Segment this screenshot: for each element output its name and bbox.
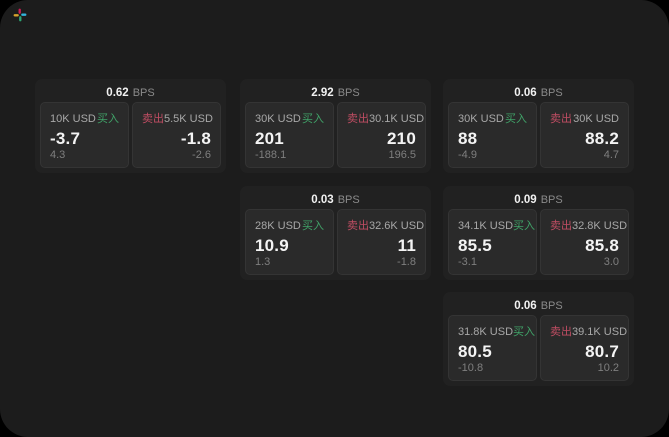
sell-panel[interactable]: 卖出 32.8K USD 85.8 3.0 bbox=[540, 209, 629, 275]
buy-panel[interactable]: 34.1K USD 买入 85.5 -3.1 bbox=[448, 209, 537, 275]
buy-price: 80.5 bbox=[458, 341, 492, 361]
sell-change: -2.6 bbox=[192, 149, 211, 161]
buy-size: 30K USD bbox=[458, 113, 504, 125]
bps-value: 2.92 bbox=[311, 87, 334, 99]
sell-label: 卖出 bbox=[550, 113, 572, 125]
buy-change: -188.1 bbox=[255, 149, 287, 161]
buy-panel[interactable]: 28K USD 买入 10.9 1.3 bbox=[245, 209, 334, 275]
quote-card: 0.06 BPS 30K USD 买入 88 -4.9 卖出 30K USD 88… bbox=[443, 79, 634, 173]
sell-panel[interactable]: 卖出 32.6K USD 11 -1.8 bbox=[337, 209, 426, 275]
sell-change: -1.8 bbox=[397, 256, 416, 268]
buy-panel[interactable]: 30K USD 买入 201 -188.1 bbox=[245, 102, 334, 168]
quote-card: 2.92 BPS 30K USD 买入 201 -188.1 卖出 30.1K U… bbox=[240, 79, 431, 173]
buy-price: 85.5 bbox=[458, 235, 492, 255]
sell-change: 10.2 bbox=[597, 362, 619, 374]
buy-size: 28K USD bbox=[255, 220, 301, 232]
sell-size: 32.8K USD bbox=[572, 220, 628, 232]
buy-label: 买入 bbox=[302, 220, 324, 232]
buy-label: 买入 bbox=[505, 113, 527, 125]
sell-price: 85.8 bbox=[585, 235, 619, 255]
sell-change: 4.7 bbox=[603, 149, 619, 161]
bps-header: 0.09 BPS bbox=[448, 189, 629, 209]
buy-label: 买入 bbox=[97, 113, 119, 125]
sell-label: 卖出 bbox=[142, 113, 164, 125]
bps-value: 0.62 bbox=[106, 87, 129, 99]
bps-unit-label: BPS bbox=[337, 194, 360, 206]
buy-label: 买入 bbox=[513, 220, 536, 232]
bps-value: 0.09 bbox=[514, 194, 537, 206]
buy-change: -4.9 bbox=[458, 149, 477, 161]
quote-card: 0.09 BPS 34.1K USD 买入 85.5 -3.1 卖出 32.8K … bbox=[443, 186, 634, 280]
buy-panel[interactable]: 31.8K USD 买入 80.5 -10.8 bbox=[448, 315, 537, 381]
bps-value: 0.06 bbox=[514, 300, 537, 312]
sell-size: 30.1K USD bbox=[369, 113, 425, 125]
buy-label: 买入 bbox=[302, 113, 324, 125]
buy-size: 30K USD bbox=[255, 113, 301, 125]
buy-change: -10.8 bbox=[458, 362, 484, 374]
bps-header: 0.06 BPS bbox=[448, 295, 629, 315]
sell-panel[interactable]: 卖出 39.1K USD 80.7 10.2 bbox=[540, 315, 629, 381]
quote-card: 0.62 BPS 10K USD 买入 -3.7 4.3 卖出 5.5K USD … bbox=[35, 79, 226, 173]
buy-change: 4.3 bbox=[50, 149, 66, 161]
bps-unit-label: BPS bbox=[540, 87, 563, 99]
sell-price: 80.7 bbox=[585, 341, 619, 361]
sell-size: 5.5K USD bbox=[164, 113, 213, 125]
bps-unit-label: BPS bbox=[540, 300, 563, 312]
sell-price: 11 bbox=[397, 235, 416, 255]
bps-unit-label: BPS bbox=[132, 87, 155, 99]
bps-header: 0.06 BPS bbox=[448, 82, 629, 102]
sell-label: 卖出 bbox=[347, 220, 369, 232]
bps-header: 2.92 BPS bbox=[245, 82, 426, 102]
buy-change: -3.1 bbox=[458, 256, 477, 268]
sell-price: 88.2 bbox=[585, 128, 619, 148]
sell-label: 卖出 bbox=[550, 326, 572, 338]
sell-size: 30K USD bbox=[573, 113, 619, 125]
bps-unit-label: BPS bbox=[337, 87, 360, 99]
bps-value: 0.03 bbox=[311, 194, 334, 206]
sell-change: 196.5 bbox=[388, 149, 416, 161]
sell-label: 卖出 bbox=[550, 220, 572, 232]
bps-unit-label: BPS bbox=[540, 194, 563, 206]
sell-panel[interactable]: 卖出 5.5K USD -1.8 -2.6 bbox=[132, 102, 221, 168]
sell-size: 32.6K USD bbox=[369, 220, 425, 232]
sell-label: 卖出 bbox=[347, 113, 369, 125]
app-icon bbox=[13, 8, 27, 22]
sell-price: -1.8 bbox=[180, 128, 211, 148]
sell-panel[interactable]: 卖出 30K USD 88.2 4.7 bbox=[540, 102, 629, 168]
buy-panel[interactable]: 10K USD 买入 -3.7 4.3 bbox=[40, 102, 129, 168]
buy-size: 34.1K USD bbox=[458, 220, 514, 232]
quote-card: 0.03 BPS 28K USD 买入 10.9 1.3 卖出 32.6K USD… bbox=[240, 186, 431, 280]
sell-price: 210 bbox=[387, 128, 416, 148]
sell-change: 3.0 bbox=[603, 256, 619, 268]
quote-card: 0.06 BPS 31.8K USD 买入 80.5 -10.8 卖出 39.1K… bbox=[443, 292, 634, 386]
sell-panel[interactable]: 卖出 30.1K USD 210 196.5 bbox=[337, 102, 426, 168]
buy-change: 1.3 bbox=[255, 256, 271, 268]
buy-size: 10K USD bbox=[50, 113, 96, 125]
sell-size: 39.1K USD bbox=[572, 326, 628, 338]
buy-price: 201 bbox=[255, 128, 284, 148]
buy-price: 88 bbox=[458, 128, 478, 148]
buy-price: 10.9 bbox=[255, 235, 289, 255]
buy-size: 31.8K USD bbox=[458, 326, 514, 338]
bps-header: 0.62 BPS bbox=[40, 82, 221, 102]
bps-header: 0.03 BPS bbox=[245, 189, 426, 209]
buy-label: 买入 bbox=[513, 326, 536, 338]
buy-price: -3.7 bbox=[50, 128, 81, 148]
buy-panel[interactable]: 30K USD 买入 88 -4.9 bbox=[448, 102, 537, 168]
bps-value: 0.06 bbox=[514, 87, 537, 99]
